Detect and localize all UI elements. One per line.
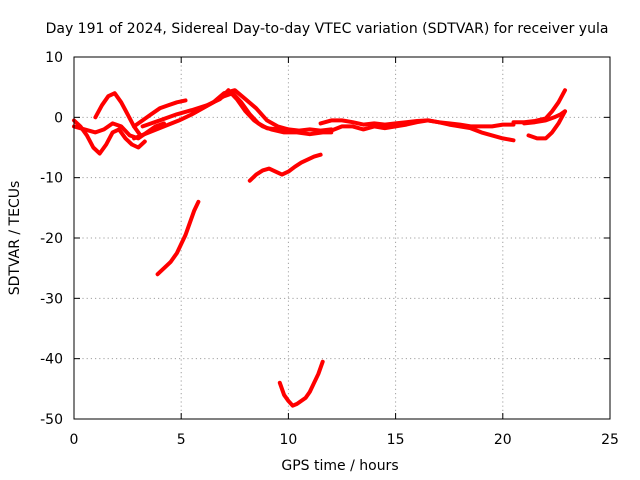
series-arc-1	[72, 118, 147, 156]
series-arc-4	[132, 98, 188, 129]
series-arc-13	[247, 152, 323, 183]
x-tick-label: 10	[279, 432, 297, 448]
x-tick-label: 0	[70, 432, 79, 448]
series-arc-15	[277, 359, 325, 408]
series-arc-7	[189, 88, 291, 132]
series-arc-11	[526, 109, 567, 141]
y-tick-label: -30	[40, 291, 63, 307]
series-arc-3	[93, 91, 143, 138]
y-tick-label: -10	[40, 171, 63, 187]
series-arc-12	[522, 109, 567, 126]
y-tick-label: -50	[40, 412, 63, 428]
series-group	[72, 88, 567, 408]
x-tick-label: 25	[601, 432, 619, 448]
x-tick-label: 15	[387, 432, 405, 448]
series-arc-14	[155, 199, 201, 277]
y-tick-label: 0	[54, 110, 63, 126]
x-tick-label: 20	[494, 432, 512, 448]
chart-title: Day 191 of 2024, Sidereal Day-to-day VTE…	[46, 21, 609, 37]
x-axis-label: GPS time / hours	[281, 458, 398, 474]
axis-ticks: 0 5 10 15 20 25 10 0 -10 -20 -30 -40 -50	[40, 50, 619, 448]
x-tick-label: 5	[177, 432, 186, 448]
y-axis-label: SDTVAR / TECUs	[7, 181, 23, 296]
y-tick-label: -40	[40, 352, 63, 368]
series-arc-6	[140, 88, 334, 137]
y-tick-label: 10	[45, 50, 63, 66]
y-tick-label: -20	[40, 231, 63, 247]
series-arc-9	[329, 118, 516, 143]
